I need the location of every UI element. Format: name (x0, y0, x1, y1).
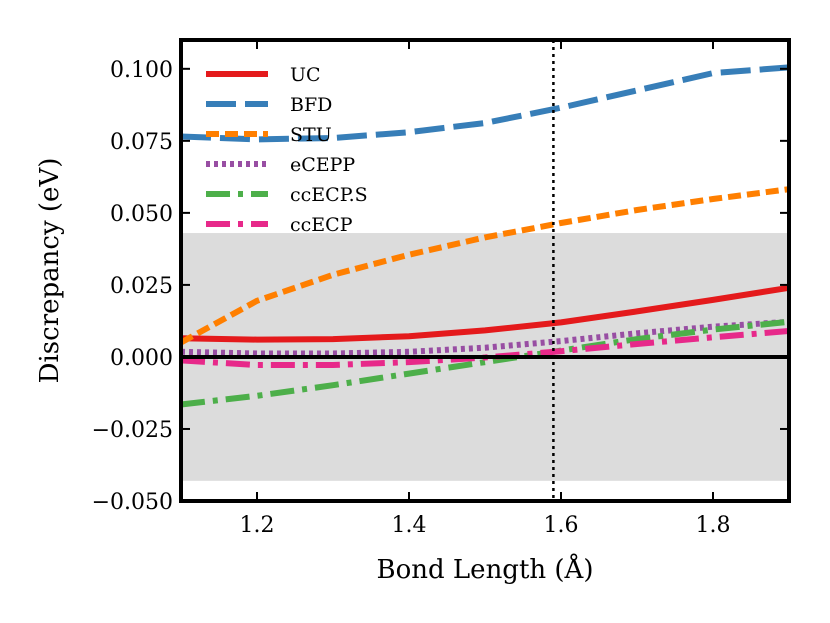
series-lines (179, 64, 790, 408)
y-tick-label: −0.050 (92, 490, 173, 515)
x-tick-label: 1.2 (240, 513, 275, 538)
y-axis-title: Discrepancy (eV) (35, 158, 65, 384)
x-tick-label: 1.8 (696, 513, 731, 538)
x-axis-title: Bond Length (Å) (377, 553, 594, 585)
plot-border (179, 38, 791, 503)
series-line-bfd (180, 64, 790, 143)
y-tick-label: 0.075 (110, 130, 173, 155)
legend-label-ccecp-s: ccECP.S (290, 184, 368, 206)
y-tick-label: 0.100 (110, 58, 173, 83)
y-tick-label: 0.000 (110, 346, 173, 371)
x-tick-label: 1.4 (392, 513, 427, 538)
legend-label-ecepp: eCEPP (290, 154, 355, 176)
y-tick-label: 0.050 (110, 202, 173, 227)
plot-frame (179, 38, 791, 503)
series-line-ccecp-s (180, 318, 790, 408)
legend-label-ccecp: ccECP (290, 214, 353, 236)
legend-label-uc: UC (290, 64, 321, 86)
series-line-ecepp (180, 318, 790, 357)
legend-label-stu: STU (290, 124, 332, 146)
x-tick-label: 1.6 (544, 513, 579, 538)
y-tick-label: −0.025 (92, 418, 173, 443)
series-line-uc (180, 284, 790, 343)
legend-label-bfd: BFD (290, 94, 332, 116)
legend: UC BFD STU eCEPP ccECP.S ccECP (206, 64, 368, 236)
series-line-stu (179, 186, 790, 346)
axis-ticks: 1.2 1.4 1.6 1.8 −0.050 −0.025 0.000 0.025 0.050 0… (92, 40, 789, 538)
y-tick-label: 0.025 (110, 274, 173, 299)
